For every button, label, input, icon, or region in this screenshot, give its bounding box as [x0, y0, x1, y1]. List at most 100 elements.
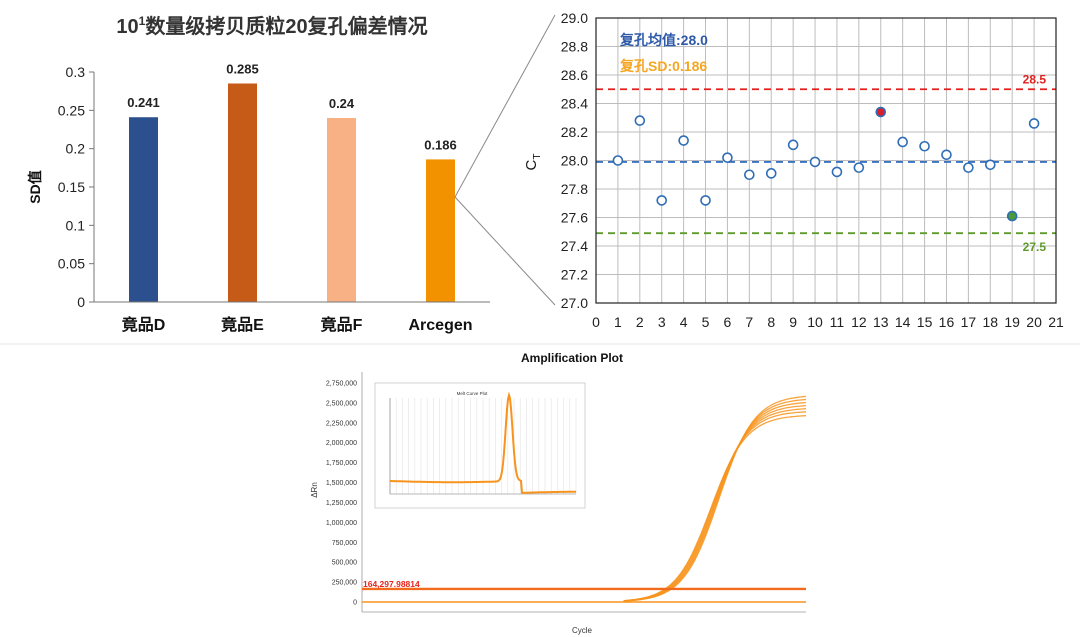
- scatter-x-tick-label: 4: [680, 314, 688, 330]
- scatter-x-tick-label: 3: [658, 314, 666, 330]
- bar-chart-y-ticks: 0 0.05 0.1 0.15 0.2 0.25 0.3: [58, 64, 94, 310]
- scatter-x-tick-label: 2: [636, 314, 644, 330]
- scatter-frame: [595, 17, 1057, 304]
- bar-2: [228, 83, 257, 302]
- scatter-x-tick-label: 17: [961, 314, 977, 330]
- scatter-point: [831, 166, 843, 178]
- bar-y-tick-label: 0.15: [58, 179, 85, 195]
- ct-scatter-chart: 28.5 27.5 27.0 27.2 27.4 27.6 27.8 28.0 28.2 28.…: [523, 10, 1064, 330]
- scatter-y-tick-label: 28.2: [561, 124, 588, 140]
- scatter-y-tick-label: 28.0: [561, 153, 588, 169]
- amplification-plot: Amplification Plot ΔRn Cycle 0 250,000 500…: [310, 351, 807, 635]
- scatter-x-tick-label: 7: [745, 314, 753, 330]
- scatter-y-ticks: 27.0 27.2 27.4 27.6 27.8 28.0 28.2 28.4 28.6 28.8…: [561, 10, 588, 311]
- amp-ylabel: ΔRn: [310, 482, 319, 498]
- scatter-point: [919, 140, 930, 152]
- scatter-ylabel-base: C: [523, 159, 540, 170]
- scatter-point: [1006, 210, 1018, 222]
- scatter-x-tick-label: 1: [614, 314, 622, 330]
- scatter-point: [765, 168, 777, 179]
- bar-value-label: 0.186: [424, 137, 457, 152]
- sd-bar-chart: 101数量级拷贝质粒20复孔偏差情况 SD值 0 0.05 0.1 0.15 0.2 0.…: [27, 14, 490, 334]
- inset-grid: [389, 398, 577, 495]
- amp-curve: [623, 395, 807, 602]
- scatter-points: [612, 106, 1040, 222]
- bar-y-tick-label: 0.25: [58, 102, 85, 118]
- threshold-label: 164,297.98814: [363, 579, 420, 589]
- scatter-x-ticks: 0 1 2 3 4 5 6 7 8 9 10 11 12 13 14 15 16 17 18 19 20 21: [592, 314, 1064, 330]
- amp-y-tick-label: 2,750,000: [326, 381, 357, 388]
- reference-line-label: 27.5: [1023, 240, 1047, 254]
- bar-value-label: 0.24: [329, 96, 355, 111]
- scatter-y-tick-label: 29.0: [561, 10, 588, 26]
- scatter-y-tick-label: 27.2: [561, 267, 588, 283]
- scatter-x-tick-label: 10: [807, 314, 823, 330]
- bar-y-tick-label: 0.2: [66, 141, 86, 157]
- bar-y-tick-label: 0.1: [66, 217, 86, 233]
- bar-chart-bars: 0.241 0.285 0.24 0.186: [127, 62, 457, 302]
- scatter-ylabel: CT: [523, 154, 543, 171]
- scatter-x-tick-label: 19: [1004, 314, 1020, 330]
- bar-chart-title-base: 10: [116, 16, 138, 38]
- scatter-x-tick-label: 13: [873, 314, 889, 330]
- bar-chart-ylabel: SD值: [27, 170, 43, 203]
- scatter-x-tick-label: 16: [939, 314, 955, 330]
- bar-y-tick-label: 0: [77, 294, 85, 310]
- scatter-point: [963, 162, 974, 173]
- scatter-point: [941, 149, 952, 161]
- scatter-point: [612, 155, 624, 166]
- bar-y-tick-label: 0.3: [66, 64, 86, 80]
- scatter-point: [722, 152, 733, 163]
- scatter-y-tick-label: 27.4: [561, 238, 588, 254]
- amp-curves: [623, 395, 807, 602]
- scatter-point: [744, 169, 755, 181]
- scatter-grid: [596, 18, 1056, 303]
- scatter-x-tick-label: 20: [1026, 314, 1042, 330]
- amp-y-tick-label: 250,000: [332, 580, 357, 587]
- scatter-point: [897, 136, 908, 148]
- amp-y-tick-label: 750,000: [332, 540, 357, 547]
- bar-category-label: 竟品E: [221, 315, 264, 334]
- scatter-point: [656, 195, 668, 206]
- bar-chart-title-sup: 1: [139, 14, 146, 28]
- scatter-point: [787, 139, 799, 151]
- bar-chart-title-rest: 数量级拷贝质粒20复孔偏差情况: [145, 14, 427, 38]
- amp-y-tick-label: 0: [353, 600, 357, 607]
- bar-chart-title: 101数量级拷贝质粒20复孔偏差情况: [116, 14, 427, 38]
- scatter-ylabel-sub: T: [532, 154, 543, 160]
- scatter-point: [1028, 118, 1040, 129]
- amp-curve: [623, 404, 807, 602]
- bar-4: [426, 159, 455, 302]
- bar-3: [327, 118, 356, 302]
- inset-title: Melt Curve Plot: [457, 391, 489, 396]
- scatter-x-tick-label: 14: [895, 314, 911, 330]
- scatter-y-tick-label: 27.8: [561, 181, 588, 197]
- amp-y-tick-label: 2,250,000: [326, 420, 357, 427]
- scatter-x-tick-label: 15: [917, 314, 933, 330]
- scatter-point: [809, 156, 821, 168]
- bar-category-label: Arcegen: [408, 317, 472, 334]
- bar-value-label: 0.241: [127, 95, 160, 110]
- scatter-x-tick-label: 8: [767, 314, 775, 330]
- bar-value-label: 0.285: [226, 62, 259, 77]
- inset-melt-curve: [390, 391, 576, 494]
- scatter-point: [984, 159, 996, 171]
- scatter-x-tick-label: 5: [702, 314, 710, 330]
- zoom-connector-bottom: [454, 196, 556, 306]
- melt-curve-inset: Melt Curve Plot: [374, 382, 586, 509]
- bar-chart-x-ticks: 竟品D 竟品E 竟品F Arcegen: [122, 315, 473, 334]
- scatter-x-tick-label: 0: [592, 314, 600, 330]
- bar-1: [129, 117, 158, 302]
- scatter-y-tick-label: 27.6: [561, 210, 588, 226]
- amp-title: Amplification Plot: [521, 351, 623, 365]
- sd-annotation: 复孔SD:0.186: [619, 58, 707, 74]
- scatter-reference-lines: 28.5 27.5: [596, 72, 1056, 254]
- scatter-y-tick-label: 28.8: [561, 39, 588, 55]
- scatter-x-tick-label: 11: [830, 314, 845, 330]
- bar-y-tick-label: 0.05: [58, 256, 85, 272]
- scatter-y-tick-label: 28.4: [561, 96, 588, 112]
- scatter-point: [700, 195, 711, 206]
- scatter-x-tick-label: 9: [789, 314, 797, 330]
- amp-y-tick-label: 1,500,000: [326, 480, 357, 487]
